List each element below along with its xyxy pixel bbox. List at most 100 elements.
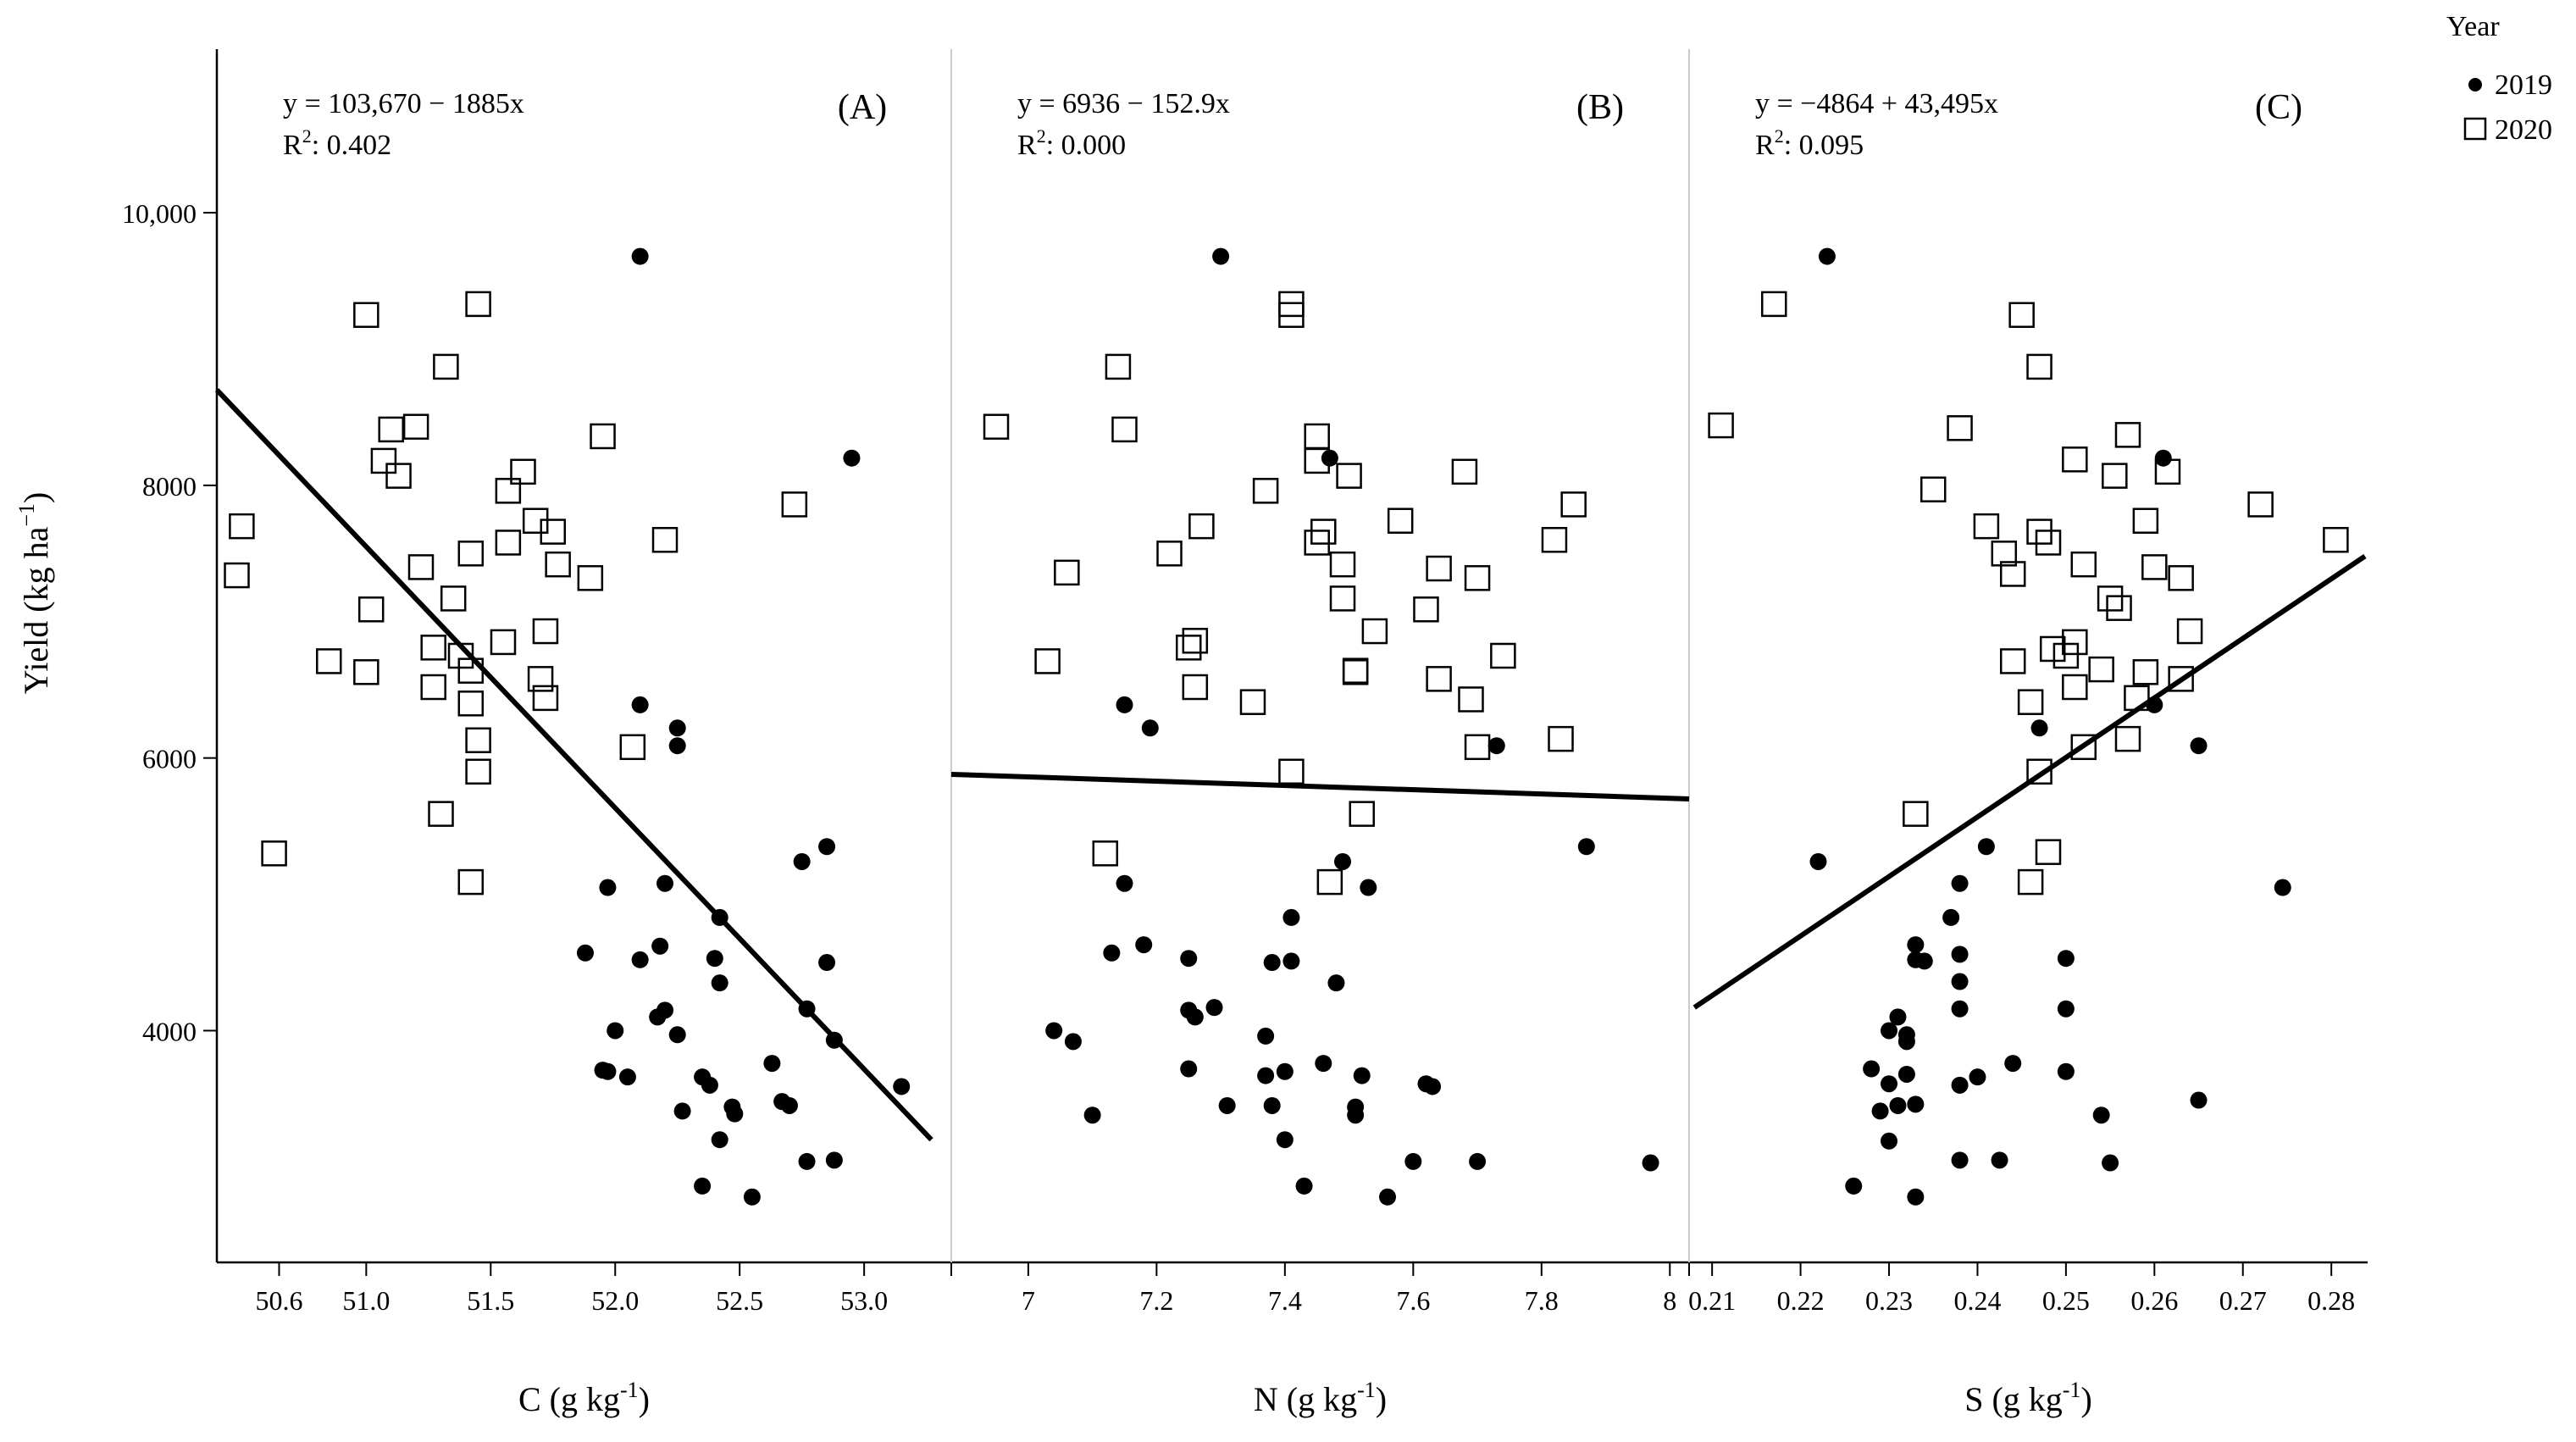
data-point-2020 <box>370 447 397 474</box>
data-point-2020 <box>781 491 808 518</box>
data-point-2019 <box>1379 1188 1397 1206</box>
data-point-2020 <box>1973 513 2000 540</box>
data-point-2019 <box>1907 951 1925 968</box>
data-point-2019 <box>1469 1152 1487 1170</box>
y-axis-title: Yield (kg ha−1) <box>14 492 55 695</box>
data-point-2020 <box>2017 689 2044 715</box>
x-tick-label: 0.26 <box>2130 1285 2178 1316</box>
data-point-2020 <box>527 666 554 692</box>
x-tick-label: 0.21 <box>1688 1285 1736 1316</box>
data-point-2020 <box>2062 446 2088 473</box>
legend-marker-2019 <box>2468 78 2482 92</box>
data-point-2019 <box>1871 1102 1889 1120</box>
data-point-2019 <box>607 1022 624 1040</box>
data-point-2019 <box>1180 950 1198 968</box>
x-axis-title-text: N (g kg <box>1254 1380 1357 1418</box>
data-point-2019 <box>701 1076 718 1094</box>
x-axis-title: C (g kg-1) <box>518 1378 650 1418</box>
x-tick-label: 51.5 <box>467 1285 514 1316</box>
data-point-2020 <box>1188 513 1215 540</box>
data-point-2020 <box>1304 530 1330 556</box>
x-tick-label: 52.0 <box>591 1285 639 1316</box>
data-point-2020 <box>1920 476 1947 502</box>
r-squared: R2: 0.000 <box>1017 125 1126 161</box>
data-point-2020 <box>1316 868 1343 896</box>
x-axis-title: N (g kg-1) <box>1254 1378 1387 1418</box>
data-point-2019 <box>1347 1106 1365 1124</box>
regression-equation: y = −4864 + 43,495x <box>1755 88 1998 119</box>
data-point-2019 <box>1889 1008 1907 1026</box>
data-point-2019 <box>1951 1151 1969 1169</box>
data-point-2020 <box>261 840 287 867</box>
data-point-2020 <box>357 596 385 623</box>
r-squared-sup: 2 <box>1775 125 1784 147</box>
data-point-2019 <box>1404 1152 1422 1170</box>
x-tick-label: 7 <box>1022 1285 1035 1316</box>
data-point-2019 <box>1045 1022 1063 1040</box>
x-tick-label: 0.27 <box>2219 1285 2267 1316</box>
data-point-2020 <box>2088 656 2114 683</box>
data-point-2020 <box>1329 551 1356 578</box>
data-point-2019 <box>651 937 669 955</box>
data-point-2020 <box>2132 507 2159 534</box>
data-point-2020 <box>2114 422 2141 448</box>
data-point-2020 <box>2017 868 2044 896</box>
data-point-2019 <box>1951 973 1969 990</box>
r-squared-letter: R <box>1017 130 1037 161</box>
data-point-2019 <box>668 719 686 737</box>
data-point-2020 <box>224 562 250 589</box>
data-point-2020 <box>983 413 1010 440</box>
data-point-2020 <box>1111 416 1138 443</box>
data-point-2019 <box>1116 696 1133 713</box>
data-point-2020 <box>465 291 491 318</box>
data-point-2020 <box>532 618 559 645</box>
data-point-2019 <box>1881 1022 1898 1040</box>
data-point-2019 <box>668 1026 686 1044</box>
data-point-2019 <box>1907 936 1925 954</box>
data-point-2019 <box>1180 1060 1198 1078</box>
data-point-2020 <box>1252 478 1279 504</box>
data-point-2020 <box>353 302 379 329</box>
data-point-2020 <box>2102 463 2128 489</box>
data-point-2020 <box>1182 674 1209 701</box>
data-point-2020 <box>440 585 467 612</box>
data-point-2020 <box>2052 642 2080 669</box>
data-point-2020 <box>2154 458 2181 485</box>
data-point-2020 <box>1278 758 1305 785</box>
data-point-2020 <box>1999 648 2026 674</box>
data-point-2020 <box>1105 353 1132 380</box>
data-point-2019 <box>1487 737 1505 755</box>
regression-line <box>950 771 1690 801</box>
x-tick-label: 51.0 <box>342 1285 390 1316</box>
data-point-2020 <box>1426 666 1452 692</box>
data-point-2019 <box>1327 974 1345 992</box>
legend: Year 2019 2020 <box>2446 11 2552 146</box>
data-point-2019 <box>1818 247 1836 265</box>
data-point-2019 <box>1897 1033 1915 1051</box>
x-axis-title-close: ) <box>639 1380 650 1418</box>
r-squared: R2: 0.095 <box>1755 125 1864 161</box>
data-point-2020 <box>1361 618 1388 645</box>
panel-label: (C) <box>2255 88 2302 127</box>
data-point-2020 <box>1329 585 1356 612</box>
r-squared: R2: 0.402 <box>283 125 391 161</box>
data-point-2019 <box>1353 1067 1371 1084</box>
data-point-2020 <box>1342 659 1369 685</box>
data-point-2020 <box>590 423 616 450</box>
legend-label-2019: 2019 <box>2495 69 2552 101</box>
x-tick-label: 50.6 <box>255 1285 302 1316</box>
data-point-2019 <box>649 1008 667 1026</box>
y-tick-label: 8000 <box>142 471 197 502</box>
data-point-2020 <box>353 659 379 685</box>
legend-label-2020: 2020 <box>2495 114 2552 146</box>
data-point-2020 <box>510 458 536 485</box>
data-point-2020 <box>1239 689 1266 715</box>
regression-equation: y = 6936 − 152.9x <box>1017 88 1230 119</box>
y-axis-title-close: ) <box>17 492 55 503</box>
data-point-2019 <box>631 951 649 968</box>
data-point-2019 <box>1257 1067 1275 1084</box>
data-point-2019 <box>1295 1177 1313 1195</box>
data-point-2020 <box>2026 758 2052 785</box>
data-point-2019 <box>2004 1055 2022 1073</box>
data-point-2020 <box>540 519 567 545</box>
